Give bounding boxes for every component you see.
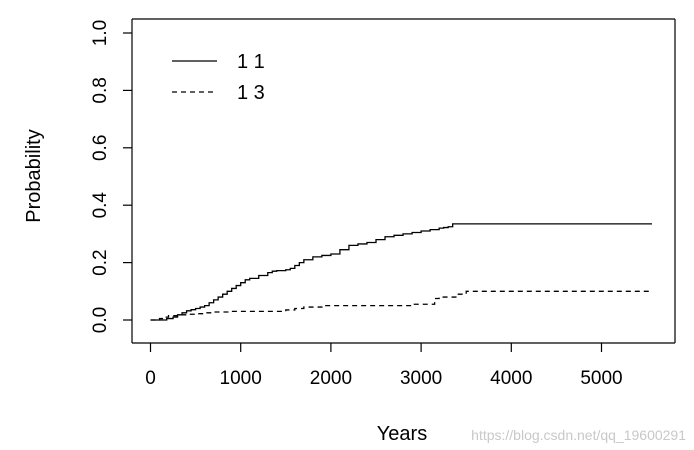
y-tick-label: 0.0	[90, 307, 111, 333]
x-axis-label: Years	[377, 423, 427, 445]
x-tick-label: 4000	[490, 368, 532, 389]
series-layer	[150, 223, 653, 321]
legend: 1 11 3	[172, 51, 265, 104]
plot-frame	[131, 18, 676, 344]
x-axis: 0 1000 2000 3000 4000 5000	[145, 343, 623, 389]
watermark-text: https://blog.csdn.net/qq_19600291	[471, 427, 686, 443]
series-line-1	[150, 223, 653, 321]
y-tick-label: 0.4	[90, 192, 111, 219]
y-axis: 0.0 0.2 0.4 0.6 0.8 1.0	[90, 20, 132, 333]
legend-label: 1 1	[237, 51, 265, 73]
y-axis-label: Probability	[23, 129, 45, 222]
series-line-2	[150, 290, 653, 321]
x-tick-label: 1000	[220, 368, 262, 389]
x-tick-label: 5000	[580, 368, 622, 389]
y-tick-label: 0.8	[90, 77, 111, 103]
x-tick-label: 3000	[400, 368, 442, 389]
y-tick-label: 0.6	[90, 135, 111, 161]
x-tick-label: 2000	[310, 368, 352, 389]
legend-label: 1 3	[237, 82, 265, 104]
y-tick-label: 0.2	[90, 249, 111, 275]
x-tick-label: 0	[145, 368, 156, 389]
y-tick-label: 1.0	[90, 20, 111, 46]
